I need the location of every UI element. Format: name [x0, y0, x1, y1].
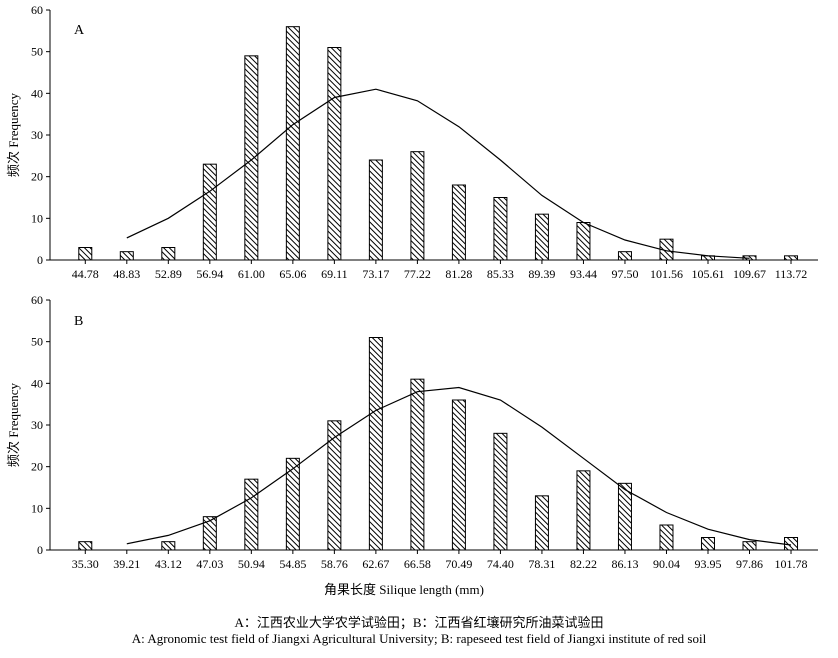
- chart-1-bar: [617, 482, 632, 551]
- chart-1-x-tick-label: 97.86: [736, 557, 763, 571]
- chart-0-bar: [576, 222, 591, 261]
- chart-1-x-tick-label: 86.13: [611, 557, 638, 571]
- panel-b-chart: 0 10 20 30 40 50 60 35.30 39.21 43.12 47.03 50.94 54…: [6, 293, 818, 597]
- chart-1-bar: [410, 378, 425, 551]
- chart-0-bar: [410, 151, 425, 261]
- chart-0-panel-label: A: [74, 23, 85, 38]
- chart-0-x-tick-label: 48.83: [113, 267, 140, 281]
- chart-1-bar: [700, 537, 715, 551]
- chart-1-x-tick-label: 39.21: [113, 557, 140, 571]
- chart-0-x-tick-label: 69.11: [321, 267, 348, 281]
- chart-0-x-tick-label: 109.67: [733, 267, 766, 281]
- chart-0-x-tick-label: 61.00: [238, 267, 265, 281]
- chart-0-x-tick-label: 44.78: [72, 267, 99, 281]
- chart-0-bar: [161, 247, 176, 261]
- chart-1-x-tick-label: 47.03: [196, 557, 223, 571]
- chart-0-bar: [202, 163, 217, 261]
- chart-1-panel-label: B: [74, 314, 83, 329]
- chart-0-y-tick-label: 10: [31, 211, 43, 225]
- chart-0-bar: [368, 159, 383, 261]
- chart-0-bar: [327, 47, 342, 261]
- chart-1-fit-line: [126, 386, 792, 546]
- chart-0-x-tick-label: 56.94: [196, 267, 223, 281]
- chart-0-y-axis-title: 频次 Frequency: [6, 92, 21, 177]
- chart-1-x-tick-label: 66.58: [404, 557, 431, 571]
- chart-1-x-tick-label: 78.31: [528, 557, 555, 571]
- chart-1-bar: [784, 537, 799, 551]
- chart-0-x-tick-label: 52.89: [155, 267, 182, 281]
- chart-0-x-tick-label: 93.44: [570, 267, 597, 281]
- chart-0-x-tick-label: 73.17: [362, 267, 389, 281]
- chart-0-bar: [285, 26, 300, 261]
- chart-0-x-tick-label: 65.06: [279, 267, 306, 281]
- chart-1-bar: [244, 478, 259, 551]
- chart-1-x-tick-label: 101.78: [775, 557, 808, 571]
- chart-1-x-tick-label: 58.76: [321, 557, 348, 571]
- chart-1-x-tick-label: 43.12: [155, 557, 182, 571]
- chart-1-y-tick-label: 40: [31, 376, 43, 390]
- chart-0-bar: [534, 213, 549, 261]
- chart-0-x-tick-label: 81.28: [445, 267, 472, 281]
- chart-1-x-tick-label: 90.04: [653, 557, 680, 571]
- chart-1-bar: [534, 495, 549, 551]
- chart-0-bar: [617, 251, 632, 261]
- chart-0-bar: [78, 247, 93, 261]
- chart-0-bar: [119, 251, 134, 261]
- chart-1-bar: [451, 399, 466, 551]
- caption-chinese: A：江西农业大学农学试验田；B：江西省红壤研究所油菜试验田: [234, 615, 604, 630]
- chart-1-y-tick-label: 30: [31, 418, 43, 432]
- chart-1-y-tick-label: 10: [31, 501, 43, 515]
- chart-0-y-tick-label: 30: [31, 128, 43, 142]
- chart-1-bar: [493, 432, 508, 551]
- chart-1-x-tick-label: 93.95: [694, 557, 721, 571]
- chart-0-y-tick-label: 40: [31, 86, 43, 100]
- chart-0-x-tick-label: 89.39: [528, 267, 555, 281]
- chart-0-x-tick-label: 97.50: [611, 267, 638, 281]
- chart-1-bar: [285, 457, 300, 551]
- chart-1-x-axis-title: 角果长度 Silique length (mm): [324, 582, 484, 597]
- chart-0-bar: [244, 55, 259, 261]
- chart-0-x-tick-label: 85.33: [487, 267, 514, 281]
- chart-1-bar: [78, 541, 93, 551]
- chart-1-x-tick-label: 35.30: [72, 557, 99, 571]
- chart-1-x-tick-label: 74.40: [487, 557, 514, 571]
- chart-1-x-tick-label: 50.94: [238, 557, 265, 571]
- chart-1-bar: [742, 541, 757, 551]
- chart-0-x-tick-label: 113.72: [775, 267, 808, 281]
- chart-1-bar: [327, 420, 342, 551]
- chart-0-bar: [451, 184, 466, 261]
- chart-1-bar: [659, 524, 674, 551]
- chart-1-y-tick-label: 0: [37, 543, 43, 557]
- chart-0-y-tick-label: 0: [37, 253, 43, 267]
- chart-0-fit-line: [126, 88, 750, 259]
- chart-1-x-tick-label: 54.85: [279, 557, 306, 571]
- chart-1-y-axis-title: 频次 Frequency: [6, 382, 21, 467]
- chart-0-x-tick-label: 77.22: [404, 267, 431, 281]
- panel-a-chart: 0 10 20 30 40 50 60 44.78 48.83 52.89 56.94 61.00 65…: [6, 3, 818, 281]
- chart-1-x-tick-label: 70.49: [445, 557, 472, 571]
- chart-0-y-tick-label: 20: [31, 170, 43, 184]
- chart-1-bar: [368, 337, 383, 551]
- chart-1-x-tick-label: 82.22: [570, 557, 597, 571]
- chart-1-y-tick-label: 20: [31, 460, 43, 474]
- chart-0-bar: [493, 197, 508, 261]
- chart-1-bar: [202, 516, 217, 551]
- chart-0-bar: [784, 255, 799, 261]
- chart-0-y-tick-label: 60: [31, 3, 43, 17]
- chart-1-x-tick-label: 62.67: [362, 557, 389, 571]
- chart-1-y-tick-label: 60: [31, 293, 43, 307]
- chart-1-bar: [161, 541, 176, 551]
- chart-1-y-tick-label: 50: [31, 335, 43, 349]
- chart-1-bar: [576, 470, 591, 551]
- chart-0-x-tick-label: 101.56: [650, 267, 683, 281]
- caption-english: A: Agronomic test field of Jiangxi Agric…: [131, 631, 707, 646]
- chart-0-x-tick-label: 105.61: [691, 267, 724, 281]
- chart-0-y-tick-label: 50: [31, 45, 43, 59]
